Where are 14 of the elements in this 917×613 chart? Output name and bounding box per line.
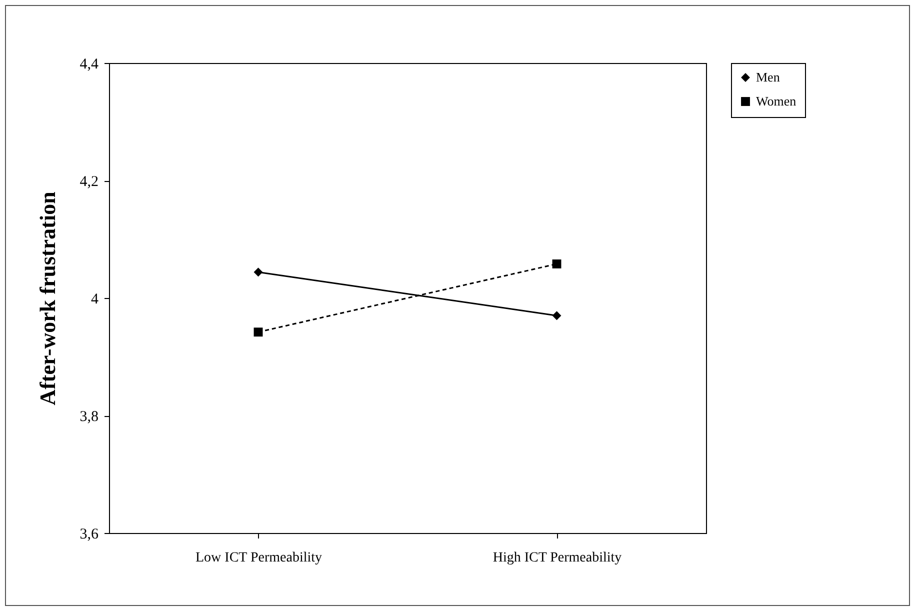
y-tick-label: 3,8	[80, 409, 98, 425]
point	[254, 328, 263, 337]
y-tick-label: 4,4	[80, 56, 99, 72]
legend-label: Women	[756, 94, 797, 108]
x-tick-label: High ICT Permeability	[492, 550, 622, 566]
point	[254, 268, 263, 277]
legend-label: Men	[756, 70, 780, 84]
y-tick-label: 4,2	[80, 174, 98, 190]
y-tick-label: 4	[91, 292, 99, 308]
y-axis-title: After-work frustration	[34, 192, 60, 406]
y-tick-label: 3,6	[80, 526, 99, 542]
point	[552, 311, 562, 320]
x-tick-label: Low ICT Permeability	[196, 550, 322, 566]
point	[552, 259, 562, 268]
